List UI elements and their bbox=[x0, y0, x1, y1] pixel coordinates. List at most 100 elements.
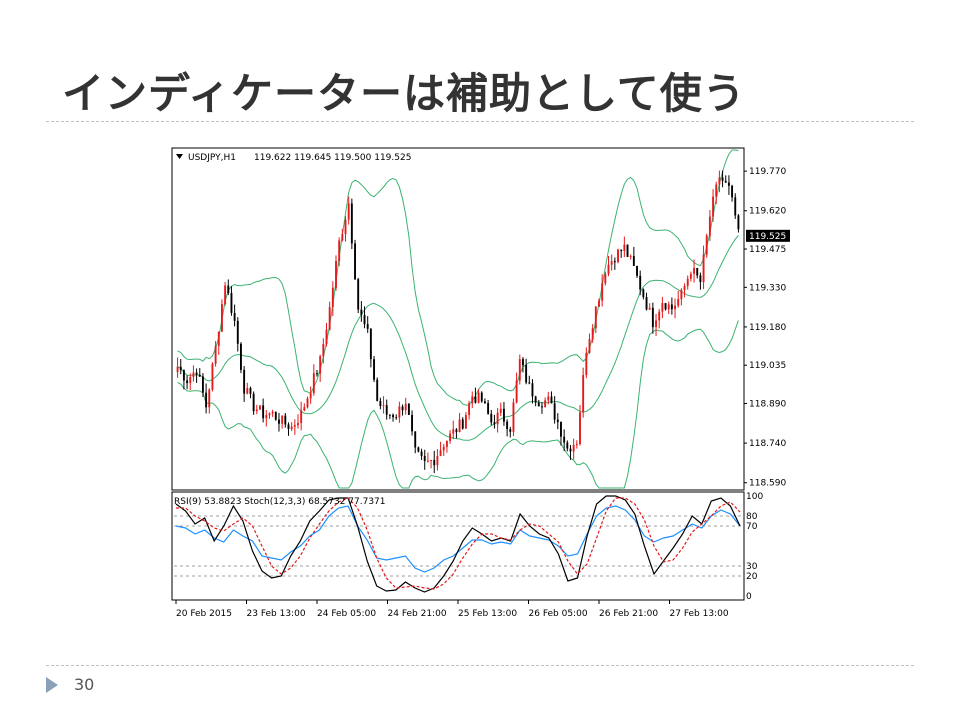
candle-body bbox=[686, 278, 689, 287]
candle-body bbox=[632, 256, 635, 266]
candle-body bbox=[715, 184, 718, 197]
price-tick-label: 119.035 bbox=[749, 361, 786, 371]
candle-body bbox=[198, 374, 201, 377]
candle-body bbox=[347, 203, 350, 220]
candle-body bbox=[376, 379, 379, 401]
candle-body bbox=[278, 419, 280, 424]
candle-body bbox=[670, 304, 673, 310]
price-tick-label: 119.620 bbox=[749, 207, 786, 217]
candle-body bbox=[411, 414, 414, 432]
candle-body bbox=[617, 249, 619, 263]
candle-body bbox=[579, 412, 581, 445]
candle-body bbox=[433, 459, 436, 466]
candle-body bbox=[392, 414, 394, 418]
candle-body bbox=[655, 320, 657, 328]
candle-body bbox=[680, 289, 683, 300]
candle-body bbox=[385, 405, 388, 415]
down-triangle-icon bbox=[176, 154, 183, 159]
candle-body bbox=[560, 422, 562, 437]
candle-body bbox=[211, 363, 214, 390]
candle-body bbox=[582, 375, 585, 413]
candle-body bbox=[734, 197, 737, 216]
candle-body bbox=[601, 283, 604, 301]
candle-body bbox=[693, 267, 696, 274]
candle-body bbox=[328, 307, 331, 330]
candle-body bbox=[404, 403, 407, 411]
candle-body bbox=[293, 425, 296, 427]
title-divider bbox=[46, 121, 914, 122]
candle-body bbox=[483, 401, 486, 403]
candle-body bbox=[658, 311, 661, 321]
candle-body bbox=[572, 445, 575, 452]
candle-body bbox=[525, 365, 528, 383]
candle-body bbox=[369, 328, 372, 360]
candle-body bbox=[528, 382, 531, 384]
candle-body bbox=[648, 307, 651, 310]
time-tick-label: 23 Feb 13:00 bbox=[247, 609, 306, 619]
time-tick-label: 24 Feb 21:00 bbox=[388, 609, 447, 619]
candle-body bbox=[344, 219, 347, 235]
candle-body bbox=[541, 406, 543, 408]
candle-body bbox=[696, 267, 699, 276]
candle-body bbox=[499, 408, 502, 413]
candle-body bbox=[461, 419, 464, 429]
ohlc-header: 119.622 119.645 119.500 119.525 bbox=[254, 153, 411, 163]
candle-body bbox=[284, 415, 287, 425]
candle-body bbox=[550, 396, 553, 404]
candle-body bbox=[186, 380, 189, 384]
candle-body bbox=[322, 344, 325, 357]
candle-body bbox=[661, 303, 664, 312]
oscillator-tick-label: 80 bbox=[746, 512, 758, 522]
candle-body bbox=[594, 306, 597, 329]
candle-body bbox=[363, 314, 366, 325]
candle-body bbox=[607, 264, 610, 274]
candle-body bbox=[373, 359, 375, 380]
candle-body bbox=[667, 304, 670, 310]
candle-body bbox=[464, 415, 467, 429]
candle-body bbox=[259, 405, 261, 410]
candle-body bbox=[553, 403, 556, 420]
candle-body bbox=[331, 287, 334, 308]
candle-body bbox=[534, 396, 537, 403]
candle-body bbox=[522, 359, 524, 366]
price-tick-label: 118.590 bbox=[749, 479, 786, 489]
candle-body bbox=[268, 413, 271, 416]
price-tick-label: 119.180 bbox=[749, 323, 786, 333]
candle-body bbox=[737, 215, 740, 230]
time-tick-label: 25 Feb 13:00 bbox=[458, 609, 517, 619]
oscillator-tick-label: 70 bbox=[746, 522, 758, 532]
candle-body bbox=[642, 289, 645, 298]
candle-body bbox=[382, 405, 385, 407]
candle-body bbox=[683, 286, 686, 290]
candle-body bbox=[468, 403, 471, 416]
candle-body bbox=[480, 392, 483, 402]
candle-body bbox=[518, 359, 521, 381]
time-tick-label: 26 Feb 05:00 bbox=[529, 609, 588, 619]
candle-body bbox=[636, 265, 638, 276]
candle-body bbox=[300, 410, 303, 424]
candle-body bbox=[395, 417, 398, 419]
candle-body bbox=[455, 429, 458, 433]
candle-body bbox=[674, 305, 676, 310]
bollinger-middle-line bbox=[177, 235, 739, 441]
candle-body bbox=[537, 402, 540, 407]
candle-body bbox=[449, 433, 452, 441]
candle-body bbox=[417, 447, 420, 452]
stoch-signal-line bbox=[176, 497, 741, 590]
candle-body bbox=[436, 456, 439, 466]
oscillator-panel bbox=[171, 491, 745, 601]
footer-divider bbox=[46, 665, 914, 666]
candle-body bbox=[588, 339, 591, 353]
candle-body bbox=[236, 320, 239, 344]
time-tick-label: 26 Feb 21:00 bbox=[599, 609, 658, 619]
candle-body bbox=[189, 376, 192, 384]
candle-body bbox=[224, 285, 227, 305]
candle-body bbox=[420, 451, 423, 456]
candle-body bbox=[702, 254, 705, 283]
candle-body bbox=[357, 279, 360, 310]
candle-body bbox=[639, 275, 642, 290]
price-tick-label: 119.475 bbox=[749, 245, 786, 255]
candle-body bbox=[297, 423, 299, 426]
candle-body bbox=[731, 185, 734, 198]
candle-body bbox=[566, 442, 569, 449]
